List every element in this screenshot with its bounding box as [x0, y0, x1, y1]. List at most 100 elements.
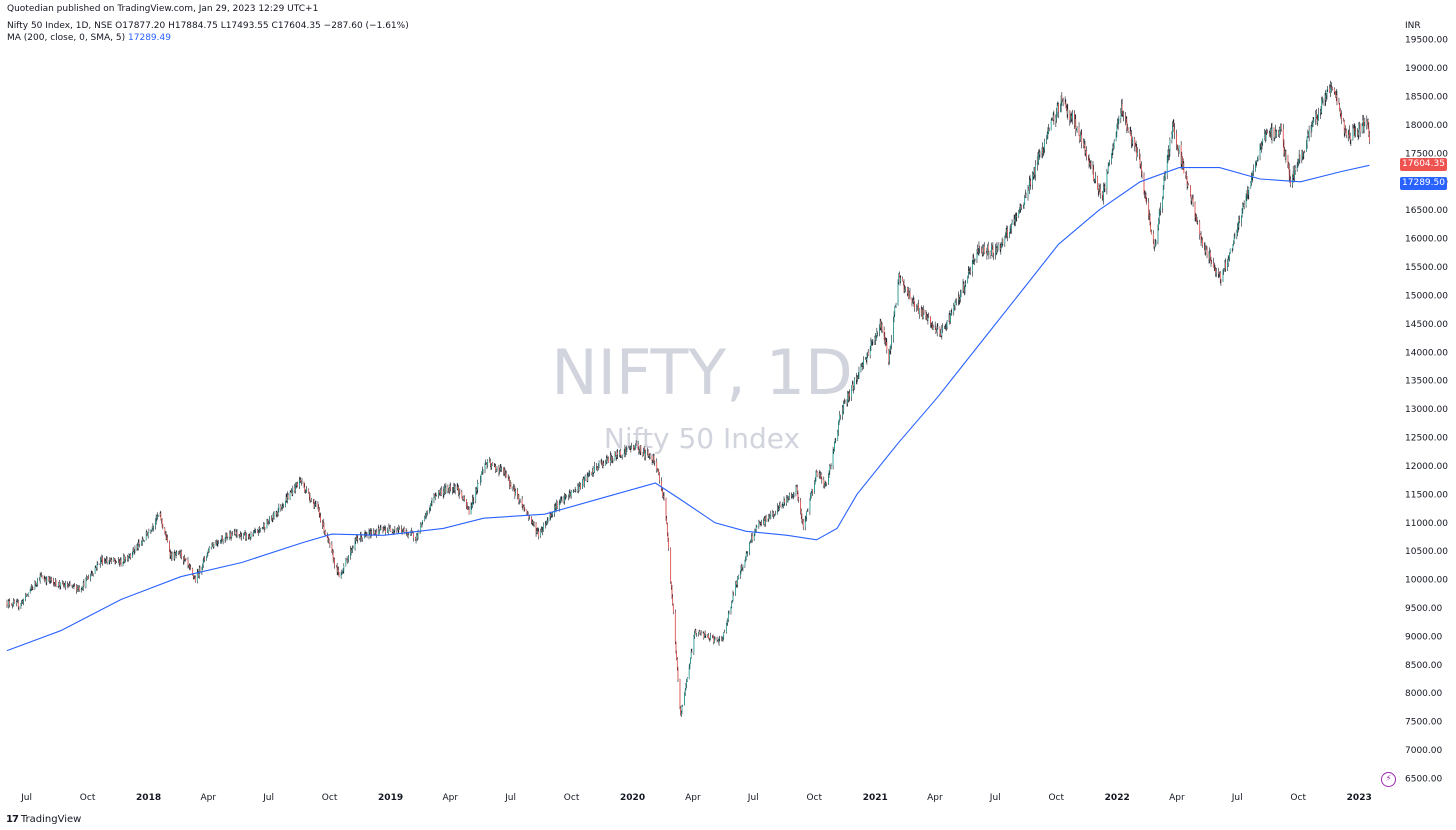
- candle-body: [1080, 132, 1082, 135]
- candle-body: [1187, 183, 1189, 187]
- candle-body: [591, 472, 593, 474]
- candle-body: [1260, 144, 1262, 145]
- candle-body: [299, 479, 301, 481]
- candle-body: [791, 495, 793, 497]
- candle-body: [287, 495, 288, 502]
- candle-body: [462, 499, 464, 501]
- candle-body: [397, 528, 399, 530]
- watermark-symbol: NIFTY, 1D: [551, 336, 853, 409]
- candle-body: [338, 569, 339, 573]
- candle-body: [13, 601, 15, 606]
- candle-body: [6, 602, 8, 605]
- candle-body: [132, 547, 134, 555]
- candle-body: [1052, 115, 1054, 120]
- candle-body: [375, 532, 377, 533]
- lightning-icon[interactable]: ⚡: [1381, 772, 1396, 787]
- candle-body: [690, 651, 692, 658]
- symbol-line[interactable]: Nifty 50 Index, 1D, NSE: [7, 21, 113, 31]
- candle-body: [693, 636, 695, 653]
- candle-body: [880, 320, 882, 328]
- candle-body: [216, 541, 217, 545]
- candle-body: [208, 550, 209, 553]
- open-label: O: [115, 21, 123, 31]
- candle-body: [1025, 194, 1027, 197]
- candle-body: [380, 527, 382, 529]
- candle-body: [231, 534, 233, 538]
- candle-body: [1302, 151, 1303, 157]
- candle-body: [1072, 113, 1073, 120]
- candle-body: [486, 463, 488, 467]
- candle-body: [1062, 100, 1063, 102]
- candle-body: [1320, 110, 1322, 113]
- candle-body: [561, 499, 563, 500]
- candle-body: [67, 586, 69, 587]
- candle-body: [406, 530, 408, 534]
- candle-body: [41, 575, 42, 577]
- watermark-name: Nifty 50 Index: [604, 422, 800, 455]
- candle-body: [1208, 255, 1210, 260]
- candle-body: [519, 499, 521, 501]
- candle-body: [192, 573, 194, 577]
- candle-body: [398, 528, 400, 530]
- candle-body: [597, 465, 599, 469]
- y-tick-label: 19000.00: [1405, 64, 1448, 74]
- x-tick-label: Jul: [504, 793, 516, 803]
- candle-body: [676, 659, 678, 669]
- candle-body: [1127, 128, 1129, 132]
- candle-body: [355, 536, 357, 541]
- candle-body: [1213, 267, 1215, 268]
- candle-body: [666, 524, 668, 535]
- candle-body: [993, 254, 994, 256]
- candle-body: [268, 522, 270, 523]
- candle-body: [985, 252, 987, 254]
- candle-body: [267, 520, 268, 523]
- candle-body: [1340, 113, 1342, 115]
- candle-body: [568, 496, 569, 497]
- candle-body: [141, 542, 142, 545]
- candle-body: [377, 527, 379, 535]
- candle-body: [1182, 156, 1183, 168]
- candle-body: [995, 247, 996, 256]
- candle-body: [839, 415, 841, 416]
- candle-body: [337, 569, 339, 573]
- candle-body: [765, 516, 766, 524]
- ma-legend[interactable]: MA (200, close, 0, SMA, 5) 17289.49: [7, 33, 171, 43]
- candle-body: [359, 534, 361, 540]
- candle-body: [623, 452, 625, 456]
- candle-body: [1046, 139, 1047, 141]
- candle-body: [930, 316, 931, 325]
- price-axis[interactable]: 6500.007000.007500.008000.008500.009000.…: [1405, 36, 1448, 785]
- candle-body: [826, 482, 827, 484]
- candle-body: [43, 578, 45, 580]
- candle-body: [1266, 130, 1268, 132]
- candle-body: [286, 497, 288, 502]
- candle-body: [1223, 268, 1224, 270]
- candle-body: [679, 679, 681, 708]
- candle-body: [872, 339, 874, 341]
- candle-body: [1345, 130, 1347, 135]
- candle-body: [680, 712, 682, 715]
- candle-body: [1257, 158, 1258, 161]
- candle-body: [363, 533, 365, 538]
- candle-body: [928, 315, 929, 317]
- time-axis[interactable]: Jul Oct 2018 Apr Jul Oct 2019 Apr Jul Oct 2020 Apr J…: [20, 793, 1372, 803]
- candle-body: [1139, 157, 1141, 165]
- candle-body: [908, 291, 910, 299]
- candle-body: [824, 485, 825, 487]
- candle-body: [710, 635, 711, 640]
- candle-body: [782, 505, 784, 507]
- candle-body: [63, 585, 65, 586]
- candle-body: [921, 310, 923, 316]
- candle-body: [891, 338, 892, 345]
- tradingview-logo[interactable]: 17 TradingView: [6, 814, 81, 825]
- candle-body: [1112, 146, 1114, 151]
- candle-body: [593, 472, 595, 473]
- candle-body: [614, 452, 616, 460]
- candle-body: [1056, 105, 1058, 112]
- candle-body: [361, 537, 363, 540]
- candle-body: [496, 467, 498, 472]
- candle-body: [1241, 208, 1243, 216]
- candle-body: [493, 465, 495, 466]
- candle-body: [997, 244, 999, 250]
